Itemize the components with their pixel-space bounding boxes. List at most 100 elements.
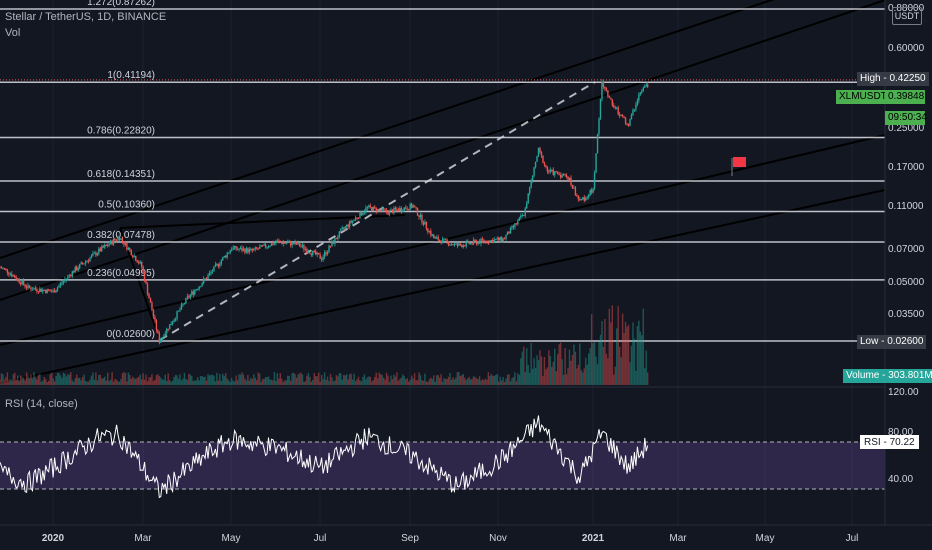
time-axis-label-7: Mar	[669, 533, 687, 544]
candle-body-82	[120, 238, 122, 240]
volume-bar-419	[617, 306, 619, 385]
time-axis[interactable]: 2020 Mar May Jul Sep Nov 2021 Mar May Jul	[42, 533, 859, 544]
volume-bar-242	[356, 379, 358, 385]
candle-body-266	[391, 209, 394, 214]
volume-bar-362	[533, 358, 535, 385]
candle-body-120	[176, 311, 178, 319]
volume-bar-113	[166, 381, 168, 385]
candle-body-25	[36, 289, 38, 292]
low-tag-label: Low	[860, 336, 879, 347]
volume-bar-408	[601, 321, 603, 385]
volume-bar-190	[279, 373, 282, 385]
volume-bar-257	[378, 372, 380, 385]
candle-body-265	[390, 209, 392, 211]
volume-bar-137	[201, 375, 203, 385]
volume-bar-271	[399, 378, 401, 385]
volume-bar-318	[468, 376, 470, 385]
volume-bar-258	[379, 374, 382, 385]
volume-bar-439	[647, 372, 649, 385]
volume-bar-159	[233, 381, 236, 385]
volume-bar-398	[586, 364, 588, 385]
candle-body-62	[90, 255, 93, 258]
volume-bar-127	[186, 379, 189, 385]
candle-body-222	[326, 251, 329, 255]
candle-body-262	[385, 209, 388, 213]
volume-bar-250	[368, 376, 370, 385]
rsi-axis[interactable]: 120.00 80.00 40.00	[888, 387, 919, 485]
volume-bar-435	[641, 335, 643, 385]
volume-bar-154	[226, 378, 228, 385]
volume-bar-345	[508, 374, 510, 385]
volume-bar-51	[74, 378, 76, 385]
candle-body-374	[551, 169, 553, 171]
rsi-band	[0, 442, 885, 489]
candle-body-432	[636, 100, 639, 105]
candle-body-204	[300, 246, 302, 248]
volume-bar-195	[287, 375, 289, 385]
candle-body-22	[31, 289, 34, 291]
candle-body-156	[229, 250, 231, 253]
candle-body-317	[467, 241, 469, 243]
candle-body-86	[126, 242, 128, 250]
candle-body-348	[512, 226, 515, 228]
last-price-tag: 0.39848	[885, 90, 925, 104]
flag-marker[interactable]	[731, 157, 746, 176]
candle-body-171	[251, 248, 253, 251]
volume-bar-196	[288, 375, 290, 385]
candle-body-319	[469, 242, 472, 244]
fib-label-3: 0.618(0.14351)	[87, 169, 155, 180]
candle-body-290	[427, 228, 429, 232]
volume-bar-367	[540, 356, 543, 385]
candle-body-146	[214, 264, 217, 267]
price-axis[interactable]: 0.88000 0.60000 0.25000 0.17000 0.11000 0.070…	[888, 3, 925, 320]
candle-body-14	[19, 282, 22, 285]
volume-bar-275	[405, 379, 407, 385]
volume-tag: Volume - 303.801M	[843, 369, 932, 383]
candle-body-332	[489, 240, 491, 243]
candle-body-4	[5, 268, 7, 270]
volume-bar-353	[520, 358, 522, 385]
volume-bar-1	[0, 373, 3, 385]
candle-body-123	[180, 304, 183, 310]
volume-bar-287	[422, 380, 425, 385]
volume-bar-14	[19, 375, 22, 385]
volume-bar-404	[595, 356, 597, 385]
volume-bar-111	[163, 379, 165, 385]
volume-bar-368	[542, 375, 544, 385]
candle-body-268	[394, 207, 397, 210]
currency-unit-button[interactable]: USDT	[892, 7, 922, 25]
volume-bar-131	[192, 380, 194, 385]
volume-bar-119	[174, 375, 177, 385]
volume-bar-260	[382, 377, 385, 385]
volume-bar-327	[481, 379, 484, 385]
volume-bar-141	[207, 374, 209, 385]
candle-body-140	[205, 278, 208, 280]
volume-bar-219	[322, 379, 324, 385]
volume-bar-321	[472, 376, 475, 385]
volume-bar-281	[413, 373, 416, 385]
candle-body-202	[297, 242, 299, 245]
low-tag-value: 0.02600	[887, 336, 924, 347]
volume-bar-431	[635, 370, 637, 385]
volume-bar-40	[58, 373, 60, 385]
candle-body-112	[164, 333, 166, 337]
volume-bar-25	[36, 379, 38, 385]
candle-body-434	[639, 92, 642, 95]
volume-bar-280	[412, 378, 414, 385]
candle-body-421	[620, 115, 622, 117]
candle-body-130	[191, 291, 193, 295]
volume-bar-90	[132, 376, 134, 385]
volume-bar-414	[610, 322, 612, 385]
candle-body-334	[492, 239, 494, 243]
candle-body-24	[34, 288, 37, 290]
volume-bar-149	[219, 373, 221, 385]
volume-bar-384	[565, 374, 568, 385]
candle-body-333	[490, 239, 493, 241]
candle-body-6	[8, 272, 10, 275]
volume-bar-227	[334, 380, 336, 385]
candle-body-254	[374, 206, 376, 208]
volume-bar-150	[220, 381, 223, 385]
candle-body-220	[323, 252, 326, 257]
volume-bar-117	[171, 380, 174, 385]
